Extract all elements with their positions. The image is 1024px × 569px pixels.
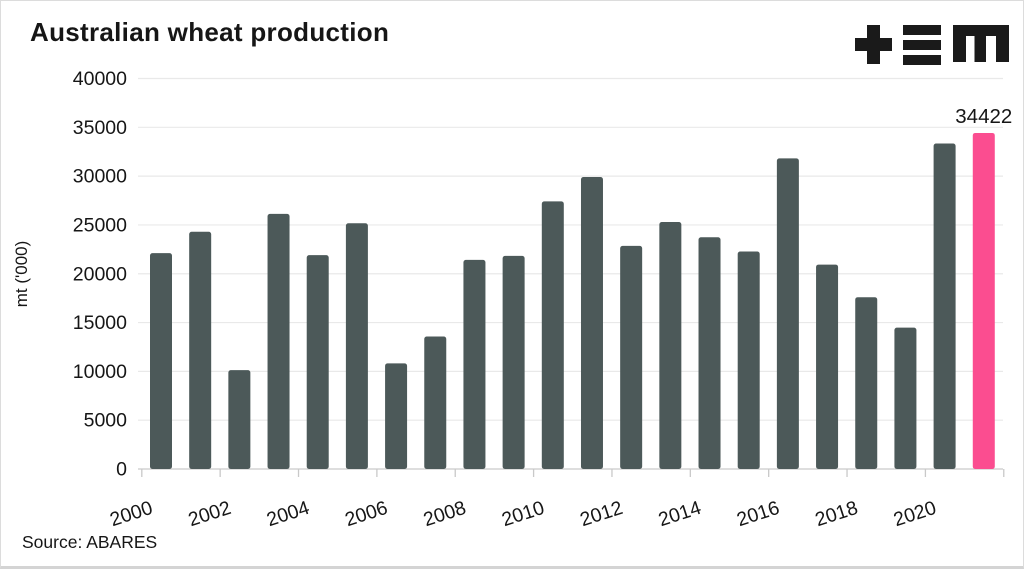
bar-2004 xyxy=(306,255,329,469)
logo-bar-top xyxy=(903,25,941,35)
y-tick-label-0: 0 xyxy=(116,459,127,481)
bar-2011 xyxy=(580,177,603,469)
bar-2003 xyxy=(267,213,290,469)
bar-2021 xyxy=(972,132,995,469)
x-tick-label-2006: 2006 xyxy=(342,497,390,531)
bar-2020 xyxy=(933,143,956,470)
y-tick-label-40000: 40000 xyxy=(73,68,127,90)
y-tick-label-10000: 10000 xyxy=(73,361,127,383)
bar-2001 xyxy=(189,231,212,469)
bar-2015 xyxy=(737,251,760,469)
bar-2016 xyxy=(776,158,799,469)
y-tick-label-35000: 35000 xyxy=(73,117,127,139)
source-note: Source: ABARES xyxy=(22,532,158,552)
x-tick-label-2010: 2010 xyxy=(499,497,547,531)
x-tick-label-2012: 2012 xyxy=(577,497,625,531)
logo-plus-horizontal xyxy=(855,38,892,51)
tem-logo-glyphs xyxy=(855,25,1009,65)
bar-2007 xyxy=(424,336,447,469)
y-tick-label-25000: 25000 xyxy=(73,214,127,236)
logo-m-middle-leg xyxy=(974,25,986,62)
wheat-production-bar-chart: 0 5000 10000 15000 20000 25000 30000 35000 40000… xyxy=(12,68,1012,531)
bar-2005 xyxy=(345,223,368,469)
logo-bar-bottom xyxy=(903,55,941,65)
x-tick-label-2008: 2008 xyxy=(421,497,469,531)
bar-2017 xyxy=(816,264,839,469)
y-tick-label-5000: 5000 xyxy=(84,410,128,432)
bar-2018 xyxy=(855,297,878,469)
x-tick-label-2000: 2000 xyxy=(107,497,155,531)
logo-m-left-leg xyxy=(953,25,966,62)
x-tick-label-2016: 2016 xyxy=(734,497,782,531)
page-title: Australian wheat production xyxy=(30,17,390,47)
bar-2009 xyxy=(502,255,525,469)
bar-2002 xyxy=(228,370,251,469)
x-tick-label-2018: 2018 xyxy=(813,497,861,531)
bar-2019 xyxy=(894,327,917,469)
bar-2008 xyxy=(463,259,486,469)
x-tick-label-2002: 2002 xyxy=(186,497,234,531)
y-tick-label-30000: 30000 xyxy=(73,166,127,188)
y-tick-label-15000: 15000 xyxy=(73,312,127,334)
logo-bar-middle xyxy=(903,40,941,50)
bar-2000 xyxy=(150,253,172,469)
logo-m-right-leg xyxy=(996,25,1009,62)
x-tick-label-2020: 2020 xyxy=(891,497,939,531)
y-tick-label-20000: 20000 xyxy=(73,263,127,285)
y-axis-title: mt ('000) xyxy=(12,241,31,308)
bar-2006 xyxy=(385,363,408,469)
bar-2010 xyxy=(541,201,564,469)
bar-2012 xyxy=(620,245,643,469)
bar-2013 xyxy=(659,221,682,469)
x-tick-label-2014: 2014 xyxy=(656,497,704,531)
x-tick-label-2004: 2004 xyxy=(264,497,312,531)
tem-logo xyxy=(855,25,1009,65)
bar-value-annotation: 34422 xyxy=(955,105,1012,128)
bar-2014 xyxy=(698,237,721,469)
